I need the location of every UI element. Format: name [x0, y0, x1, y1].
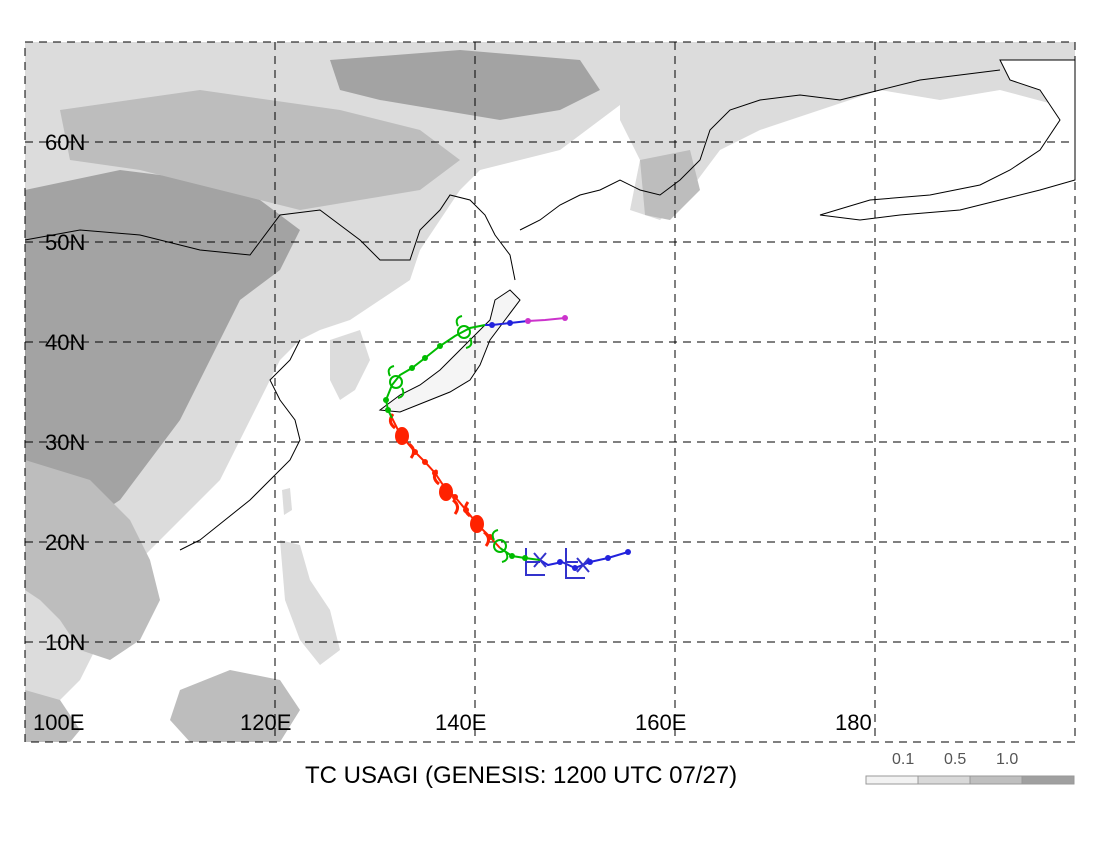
lon-label-180: 180 [835, 710, 872, 735]
legend-swatch-3 [969, 775, 1023, 785]
land-china-interior [25, 170, 300, 530]
track-blue-points [557, 549, 631, 571]
lat-label-10: 10N [45, 630, 85, 655]
coastlines [24, 69, 1001, 551]
land-sumatra [25, 690, 80, 742]
land-shading [25, 42, 1076, 742]
lon-label-100e: 100E [33, 710, 84, 735]
land-taiwan [282, 488, 292, 515]
storm-symbols-green [387, 315, 509, 563]
track-magenta [527, 317, 566, 322]
lat-label-20: 20N [45, 530, 85, 555]
lat-label-40: 40N [45, 330, 85, 355]
typhoon-symbols [388, 413, 491, 547]
land-indochina [25, 460, 160, 660]
legend: 0.1 0.5 1.0 [865, 751, 1075, 785]
land-borneo [170, 670, 300, 742]
legend-label-0.5: 0.5 [944, 751, 966, 768]
tc-tracks [383, 315, 631, 579]
typhoon-symbol-3 [395, 427, 409, 445]
track-blue-late [485, 320, 529, 326]
lat-label-50: 50N [45, 230, 85, 255]
legend-label-1.0: 1.0 [996, 751, 1018, 768]
track-blue-late-points [489, 320, 513, 328]
lon-labels: 100E 120E 140E 160E 180 [33, 710, 872, 735]
lon-label-140e: 140E [435, 710, 486, 735]
storm-symbol-2 [389, 375, 403, 389]
land-east-siberia [620, 42, 1075, 220]
ts-flag-2 [565, 548, 585, 579]
legend-swatch-1 [865, 775, 919, 785]
coast-east-asia [24, 194, 516, 281]
lon-label-120e: 120E [240, 710, 291, 735]
lon-label-160e: 160E [635, 710, 686, 735]
td-symbol-2 [576, 557, 590, 573]
land-korea [330, 330, 370, 400]
lat-labels: 60N 50N 40N 30N 20N 10N [45, 130, 85, 655]
track-magenta-points [525, 315, 568, 324]
land-siberia-dark [330, 50, 600, 120]
land-alaska [819, 59, 1076, 221]
typhoon-symbol-1 [470, 515, 484, 533]
coast-china-east [179, 339, 301, 551]
land-mongolia-mid [60, 90, 460, 210]
map-title: TC USAGI (GENESIS: 1200 UTC 07/27) [305, 762, 737, 789]
coast-russia-east [519, 69, 1001, 231]
track-green-south-points [509, 553, 528, 561]
land-philippines [280, 540, 340, 665]
track-green-north-points [383, 343, 443, 413]
legend-swatch-4 [1021, 775, 1075, 785]
storm-symbol-3 [457, 325, 471, 339]
gridlines [25, 42, 1075, 742]
legend-label-0.1: 0.1 [892, 751, 914, 768]
lat-label-30: 30N [45, 430, 85, 455]
legend-swatch-2 [917, 775, 971, 785]
lat-label-60: 60N [45, 130, 85, 155]
storm-symbol-1 [493, 539, 507, 553]
land-japan [378, 289, 521, 413]
map-border [24, 41, 1076, 743]
typhoon-symbol-2 [439, 483, 453, 501]
land-kamchatka [640, 150, 700, 220]
